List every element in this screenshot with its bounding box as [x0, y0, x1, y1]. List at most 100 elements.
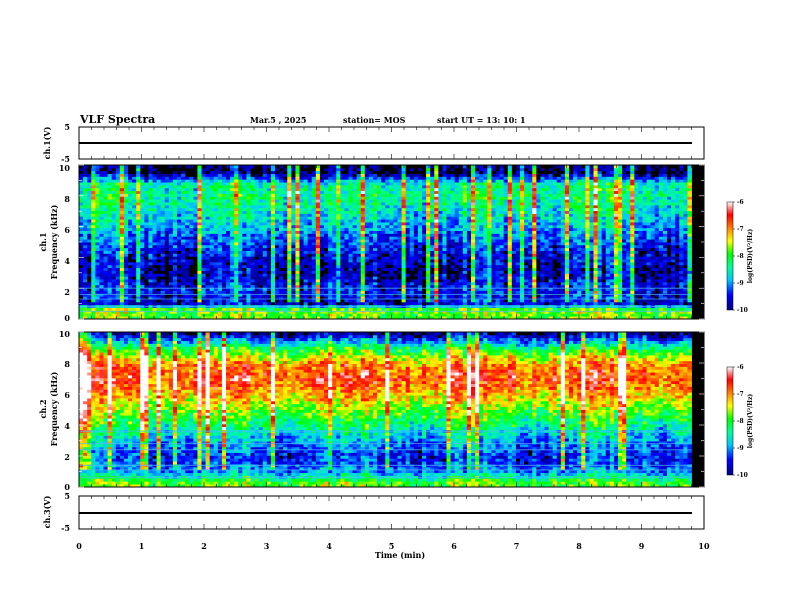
spectrogram-cell	[128, 279, 133, 283]
spectrogram-cell	[377, 261, 382, 266]
spectrogram-cell	[132, 230, 137, 234]
spectrogram-cell	[622, 296, 627, 300]
spectrogram-cell	[270, 244, 276, 249]
spectrogram-cell	[393, 307, 398, 311]
spectrogram-cell	[532, 307, 537, 311]
spectrogram-cell	[679, 250, 684, 254]
spectrogram-cell	[544, 242, 549, 246]
spectrogram-cell	[336, 224, 341, 229]
spectrogram-cell	[597, 290, 603, 294]
spectrogram-cell	[601, 227, 607, 231]
spectrogram-cell	[115, 287, 121, 291]
spectrogram-cell	[483, 259, 488, 263]
spectrogram-cell	[205, 253, 211, 257]
spectrogram-cell	[544, 313, 549, 317]
spectrogram-cell	[409, 259, 415, 263]
spectrogram-cell	[315, 313, 321, 317]
spectrogram-cell	[336, 301, 341, 306]
spectrogram-cell	[438, 310, 443, 314]
spectrogram-cell	[160, 310, 166, 314]
spectrogram-cell	[675, 316, 680, 320]
spectrogram-cell	[507, 267, 513, 271]
spectrogram-cell	[675, 236, 680, 240]
spectrogram-cell	[422, 316, 427, 320]
spectrogram-cell	[499, 310, 505, 314]
spectrogram-cell	[291, 293, 296, 297]
spectrogram-cell	[577, 310, 582, 314]
spectrogram-cell	[581, 227, 586, 231]
spectrogram-cell	[303, 273, 309, 277]
spectrogram-cell	[283, 230, 288, 234]
spectrogram-cell	[495, 290, 500, 294]
spectrogram-cell	[560, 296, 566, 300]
spectrogram-cell	[234, 250, 239, 254]
spectrogram-cell	[409, 293, 415, 297]
spectrogram-cell	[569, 281, 574, 286]
spectrogram-cell	[589, 256, 594, 260]
spectrogram-cell	[540, 276, 545, 280]
spectrogram-cell	[397, 239, 402, 243]
spectrogram-cell	[642, 313, 647, 317]
spectrogram-cell	[462, 259, 468, 263]
spectrogram-cell	[658, 296, 664, 300]
spectrogram-cell	[303, 224, 309, 229]
spectrogram-cell	[270, 276, 276, 280]
spectrogram-cell	[434, 296, 439, 300]
spectrogram-cell	[189, 299, 194, 303]
spectrogram-cell	[405, 242, 411, 246]
spectrogram-cell	[532, 259, 537, 263]
spectrogram-cell	[172, 293, 178, 297]
spectrogram-cell	[556, 233, 562, 237]
spectrogram-cell	[356, 250, 362, 254]
spectrogram-cell	[230, 261, 235, 266]
spectrogram-cell	[524, 281, 529, 286]
spectrogram-cell	[254, 296, 260, 300]
spectrogram-cell	[152, 307, 157, 311]
spectrogram-cell	[172, 284, 178, 289]
spectrogram-cell	[377, 230, 382, 234]
spectrogram-cell	[483, 239, 488, 243]
spectrogram-cell	[618, 296, 623, 300]
spectrogram-cell	[324, 310, 329, 314]
spectrogram-cell	[495, 273, 500, 277]
spectrogram-cell	[185, 261, 190, 266]
spectrogram-cell	[311, 270, 317, 274]
spectrogram-cell	[136, 276, 141, 280]
spectrogram-cell	[270, 227, 276, 231]
spectrogram-cell	[593, 247, 598, 251]
spectrogram-cell	[95, 313, 100, 317]
spectrogram-cell	[593, 313, 598, 317]
spectrogram-cell	[556, 247, 562, 251]
spectrogram-cell	[630, 276, 635, 280]
spectrogram-cell	[409, 316, 415, 320]
spectrogram-cell	[671, 236, 676, 240]
spectrogram-cell	[479, 281, 484, 286]
spectrogram-cell	[630, 253, 635, 257]
spectrogram-cell	[262, 293, 268, 297]
spectrogram-cell	[507, 242, 513, 246]
spectrogram-cell	[83, 259, 88, 263]
spectrogram-cell	[589, 253, 594, 257]
spectrogram-cell	[152, 250, 157, 254]
spectrogram-cell	[544, 250, 549, 254]
spectrogram-cell	[164, 290, 170, 294]
spectrogram-cell	[344, 256, 349, 260]
spectrogram-cell	[193, 310, 198, 314]
spectrogram-cell	[319, 259, 325, 263]
spectrogram-cell	[315, 242, 321, 246]
spectrogram-cell	[618, 261, 623, 266]
spectrogram-cell	[315, 276, 321, 280]
spectrogram-cell	[552, 256, 558, 260]
spectrogram-cell	[221, 264, 227, 269]
spectrogram-cell	[528, 267, 533, 271]
spectrogram-cell	[189, 261, 194, 266]
spectrogram-cell	[417, 293, 423, 297]
spectrogram-cell	[254, 261, 260, 266]
spectrogram-cell	[385, 293, 390, 297]
spectrogram-cell	[160, 281, 166, 286]
spectrogram-cell	[221, 253, 227, 257]
spectrogram-cell	[360, 250, 366, 254]
spectrogram-cell	[119, 279, 125, 283]
spectrogram-cell	[140, 279, 145, 283]
spectrogram-cell	[458, 296, 464, 300]
